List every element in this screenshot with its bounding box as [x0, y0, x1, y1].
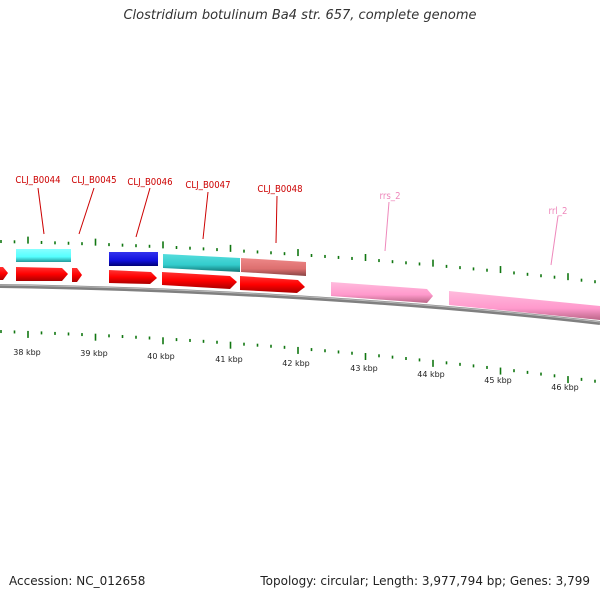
leader-clj-b0046	[135, 187, 151, 238]
gene-labels: CLJ_B0044 CLJ_B0045 CLJ_B0046 CLJ_B0047 …	[15, 175, 567, 217]
tick-label-39: 39 kbp	[80, 349, 108, 358]
tick-label-44: 44 kbp	[417, 370, 445, 379]
gene-block-clj-b0047	[163, 254, 240, 272]
rrna-block-rrl-2	[449, 291, 600, 320]
tick-label-46: 46 kbp	[551, 383, 579, 392]
kbp-tick-labels: 38 kbp 39 kbp 40 kbp 41 kbp 42 kbp 43 kb…	[13, 348, 579, 392]
tick-label-45: 45 kbp	[484, 376, 512, 385]
gene-block-clj-b0048	[241, 258, 306, 276]
tick-label-41: 41 kbp	[215, 355, 243, 364]
gene-label-clj-b0046: CLJ_B0046	[127, 177, 172, 188]
leader-clj-b0044	[37, 187, 45, 235]
gene-label-clj-b0044: CLJ_B0044	[15, 175, 60, 186]
feature-lane-upper	[16, 249, 306, 276]
lower-tick-row	[0, 330, 596, 384]
gene-block-clj-b0046	[109, 252, 158, 266]
topology-text: Topology: circular; Length: 3,977,794 bp…	[260, 574, 590, 588]
gene-label-clj-b0048: CLJ_B0048	[257, 184, 302, 195]
gene-label-clj-b0045: CLJ_B0045	[71, 175, 116, 186]
feature-lane-lower	[0, 267, 305, 293]
upper-tick-row	[0, 236, 596, 284]
gene-arrow-clj-b0048	[240, 276, 305, 293]
gene-label-clj-b0047: CLJ_B0047	[185, 180, 230, 191]
map-title: Clostridium botulinum Ba4 str. 657, comp…	[123, 8, 477, 23]
gene-label-rrs-2: rrs_2	[379, 191, 400, 202]
gene-arrow-clj-b0047	[162, 272, 237, 289]
leader-clj-b0047	[202, 191, 209, 240]
leader-rrs-2	[384, 201, 390, 252]
rrna-arrow-rrs-2	[331, 282, 433, 303]
leader-clj-b0048	[275, 195, 278, 244]
gene-arrow-clj-b0044	[16, 267, 68, 281]
tick-label-42: 42 kbp	[282, 359, 310, 368]
gene-arrow-clj-b0046	[109, 270, 157, 284]
gene-block-clj-b0044	[16, 249, 71, 262]
tick-label-43: 43 kbp	[350, 364, 378, 373]
accession-text: Accession: NC_012658	[9, 574, 146, 588]
gene-arrow-left-edge	[0, 267, 8, 280]
genome-backbone-highlight	[0, 284, 600, 323]
tick-label-40: 40 kbp	[147, 352, 175, 361]
leader-rrl-2	[550, 215, 559, 266]
gene-label-rrl-2: rrl_2	[549, 206, 568, 217]
leader-clj-b0045	[78, 187, 95, 235]
rrna-features	[331, 282, 600, 320]
gene-arrow-clj-b0045	[72, 268, 82, 282]
label-leaders	[37, 187, 559, 266]
genome-backbone	[0, 284, 600, 325]
tick-label-38: 38 kbp	[13, 348, 41, 357]
